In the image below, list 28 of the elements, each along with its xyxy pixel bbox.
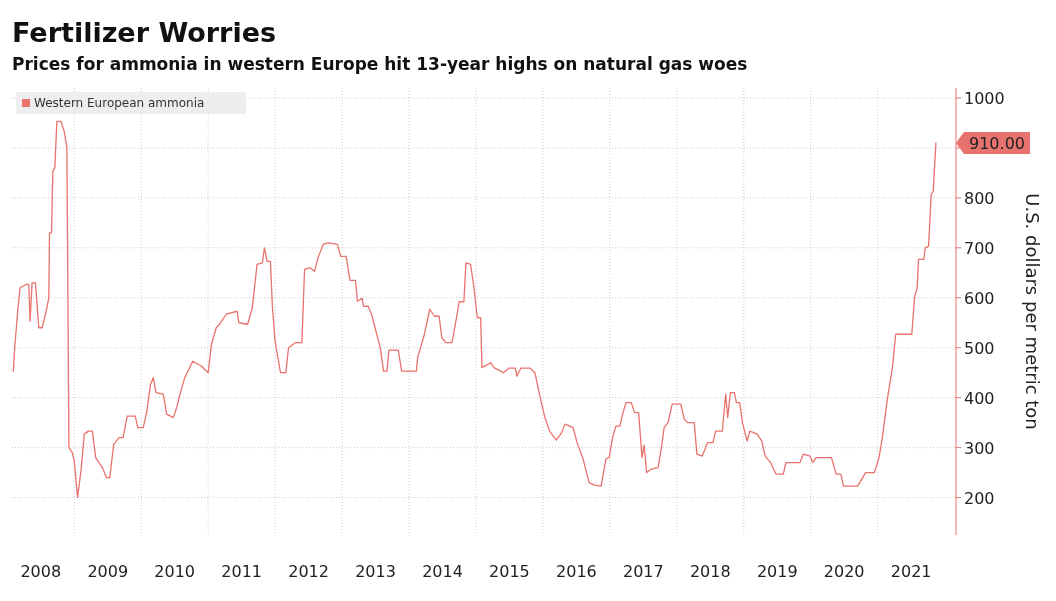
y-tick-label: 1000 <box>964 88 1005 108</box>
x-tick-label: 2014 <box>422 562 463 581</box>
x-tick-label: 2013 <box>355 562 396 581</box>
x-tick-label: 2008 <box>20 562 62 581</box>
y-tick-label: 500 <box>964 338 995 358</box>
y-tick-label: 700 <box>964 238 995 258</box>
x-tick-label: 2017 <box>622 562 664 581</box>
x-tick-label: 2012 <box>288 562 329 581</box>
x-tick-label: 2011 <box>221 562 262 581</box>
chart-subtitle: Prices for ammonia in western Europe hit 13-year highs on natural gas woes <box>12 54 748 74</box>
x-tick-label: 2021 <box>890 562 932 581</box>
y-tick-label: 400 <box>964 388 995 408</box>
x-tick-label: 2009 <box>87 562 129 581</box>
x-tick-label: 2019 <box>756 562 798 581</box>
line-series <box>12 120 937 499</box>
x-tick-label: 2018 <box>689 562 731 581</box>
x-tick-label: 2010 <box>154 562 196 581</box>
legend-label: Western European ammonia <box>34 96 205 110</box>
x-tick-label: 2016 <box>556 562 597 581</box>
y-tick-label: 300 <box>964 438 995 458</box>
y-axis-title: U.S. dollars per metric ton <box>1022 193 1043 430</box>
y-tick-label: 200 <box>964 488 995 508</box>
chart-title: Fertilizer Worries <box>12 17 277 48</box>
text: 910.00 <box>969 133 1025 153</box>
x-tick-label: 2015 <box>489 562 530 581</box>
y-tick-label: 600 <box>964 288 995 308</box>
x-tick-label: 2020 <box>823 562 865 581</box>
y-tick-label: 800 <box>964 188 995 208</box>
